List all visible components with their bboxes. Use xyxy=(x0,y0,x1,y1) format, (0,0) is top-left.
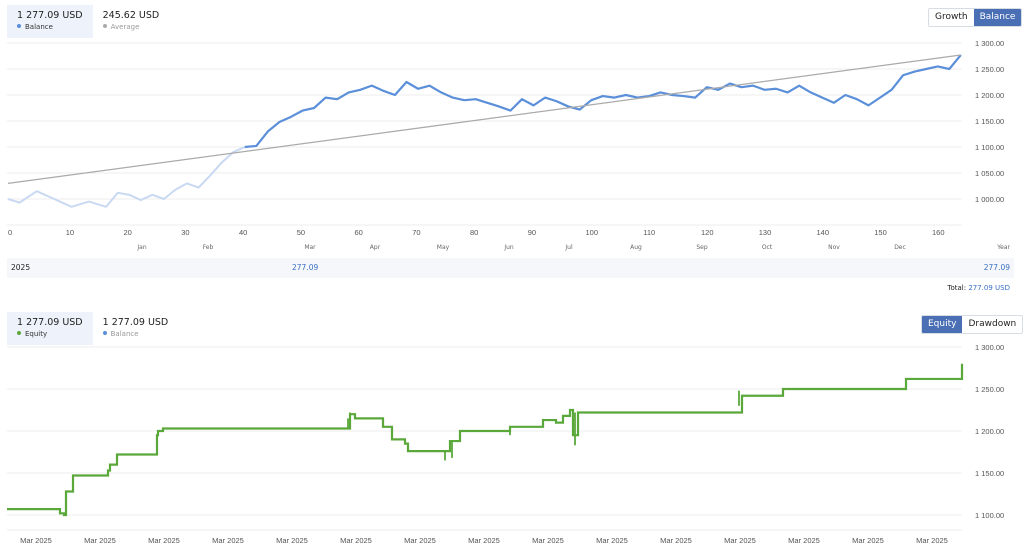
y-tick-label: 1 250.00 xyxy=(975,385,1004,394)
y-tick-label: 1 300.00 xyxy=(975,343,1004,352)
x-tick-label: Mar 2025 xyxy=(852,536,884,545)
equity-button[interactable]: Equity xyxy=(922,316,963,333)
x-tick-label: Mar 2025 xyxy=(788,536,820,545)
x-tick-label: 30 xyxy=(181,228,189,237)
y-tick-label: 1 000.00 xyxy=(975,195,1004,204)
equity-drawdown-toggle: Equity Drawdown xyxy=(921,315,1024,334)
year-label: 2025 xyxy=(11,263,31,272)
balance-dot-icon xyxy=(17,24,21,28)
x-tick-label: Mar 2025 xyxy=(212,536,244,545)
x-tick-label: 50 xyxy=(297,228,305,237)
balance-bottom-dot-icon xyxy=(102,331,107,335)
month-label: Feb xyxy=(203,244,214,251)
balance-label: Balance xyxy=(25,23,53,31)
x-tick-label: Mar 2025 xyxy=(276,536,308,545)
average-value: 245.62 USD xyxy=(102,10,160,21)
x-tick-label: 80 xyxy=(470,228,478,237)
x-tick-label: Mar 2025 xyxy=(660,536,692,545)
x-tick-label: 100 xyxy=(586,228,599,237)
x-tick-label: Mar 2025 xyxy=(84,536,116,545)
x-tick-label: 60 xyxy=(355,228,363,237)
x-tick-label: 140 xyxy=(817,228,830,237)
month-label: Dec xyxy=(894,244,906,251)
top-legend: 1 277.09 USD Balance 245.62 USD Average xyxy=(7,5,169,38)
equity-label: Equity xyxy=(25,330,48,338)
y-tick-label: 1 100.00 xyxy=(975,511,1004,520)
x-tick-label: Mar 2025 xyxy=(532,536,564,545)
x-tick-label: 20 xyxy=(124,228,132,237)
x-tick-label: Mar 2025 xyxy=(468,536,500,545)
x-tick-label: 160 xyxy=(932,228,945,237)
growth-balance-toggle: Growth Balance xyxy=(928,8,1023,27)
balance-button[interactable]: Balance xyxy=(973,9,1022,26)
balance-value: 1 277.09 USD xyxy=(17,10,83,21)
x-tick-label: 110 xyxy=(643,228,655,237)
drawdown-button[interactable]: Drawdown xyxy=(962,316,1023,333)
x-tick-label: 120 xyxy=(701,228,714,237)
x-tick-label: 90 xyxy=(528,228,536,237)
x-tick-label: 0 xyxy=(8,228,12,237)
x-tick-label: Mar 2025 xyxy=(340,536,372,545)
legend-equity[interactable]: 1 277.09 USD Equity xyxy=(7,312,93,345)
x-tick-label: Mar 2025 xyxy=(724,536,756,545)
average-label: Average xyxy=(110,23,140,31)
average-dot-icon xyxy=(102,24,107,28)
y-tick-label: 1 200.00 xyxy=(975,427,1004,436)
y-tick-label: 1 200.00 xyxy=(975,91,1004,100)
month-label: Jul xyxy=(564,244,573,251)
x-tick-label: Mar 2025 xyxy=(20,536,52,545)
y-tick-label: 1 100.00 xyxy=(975,143,1004,152)
month-label: May xyxy=(437,244,450,251)
mar-value: 277.09 xyxy=(292,263,319,272)
x-tick-label: 70 xyxy=(412,228,420,237)
balance-chart: 1 300.00 1 250.00 1 200.00 1 150.00 1 100.00… xyxy=(7,39,1011,251)
x-tick-label: Mar 2025 xyxy=(916,536,948,545)
month-label: Aug xyxy=(630,244,642,251)
balance-bottom-value: 1 277.09 USD xyxy=(102,317,169,328)
y-tick-label: 1 050.00 xyxy=(975,169,1004,178)
month-label: Sep xyxy=(696,244,708,251)
growth-button[interactable]: Growth xyxy=(929,9,974,26)
x-tick-label: Mar 2025 xyxy=(404,536,436,545)
month-label: Jan xyxy=(136,244,146,251)
x-tick-label: 130 xyxy=(759,228,772,237)
x-tick-label: 10 xyxy=(66,228,74,237)
month-label: Jun xyxy=(503,244,514,251)
year-total-value: 277.09 xyxy=(983,263,1010,272)
bottom-legend: 1 277.09 USD Equity 1 277.09 USD Balance xyxy=(7,312,178,345)
average-line xyxy=(7,54,961,185)
balance-line-faded xyxy=(7,146,246,208)
legend-balance[interactable]: 1 277.09 USD Balance xyxy=(7,5,93,38)
month-label: Apr xyxy=(370,244,381,251)
total-value: 277.09 USD xyxy=(968,284,1010,292)
x-tick-label: 40 xyxy=(239,228,247,237)
legend-balance-bottom[interactable]: 1 277.09 USD Balance xyxy=(93,312,179,345)
total-summary: Total: 277.09 USD xyxy=(947,284,1010,292)
equity-line xyxy=(7,363,964,517)
month-label: Nov xyxy=(828,244,840,251)
year-summary-row: 2025 277.09 277.09 xyxy=(7,258,1014,278)
balance-bottom-label: Balance xyxy=(110,330,139,338)
x-tick-label: Mar 2025 xyxy=(596,536,628,545)
y-tick-label: 1 150.00 xyxy=(975,117,1004,126)
x-tick-label: Mar 2025 xyxy=(148,536,180,545)
legend-average[interactable]: 245.62 USD Average xyxy=(93,5,170,38)
x-tick-label: 150 xyxy=(874,228,887,237)
equity-value: 1 277.09 USD xyxy=(17,317,83,328)
equity-dot-icon xyxy=(17,331,21,335)
y-tick-label: 1 150.00 xyxy=(975,469,1004,478)
balance-line xyxy=(244,54,962,149)
y-tick-label: 1 300.00 xyxy=(975,39,1004,48)
total-label: Total: xyxy=(947,284,967,292)
y-tick-label: 1 250.00 xyxy=(975,65,1004,74)
month-label: Mar xyxy=(304,244,316,251)
year-header: Year xyxy=(996,244,1010,251)
month-label: Oct xyxy=(762,244,773,251)
